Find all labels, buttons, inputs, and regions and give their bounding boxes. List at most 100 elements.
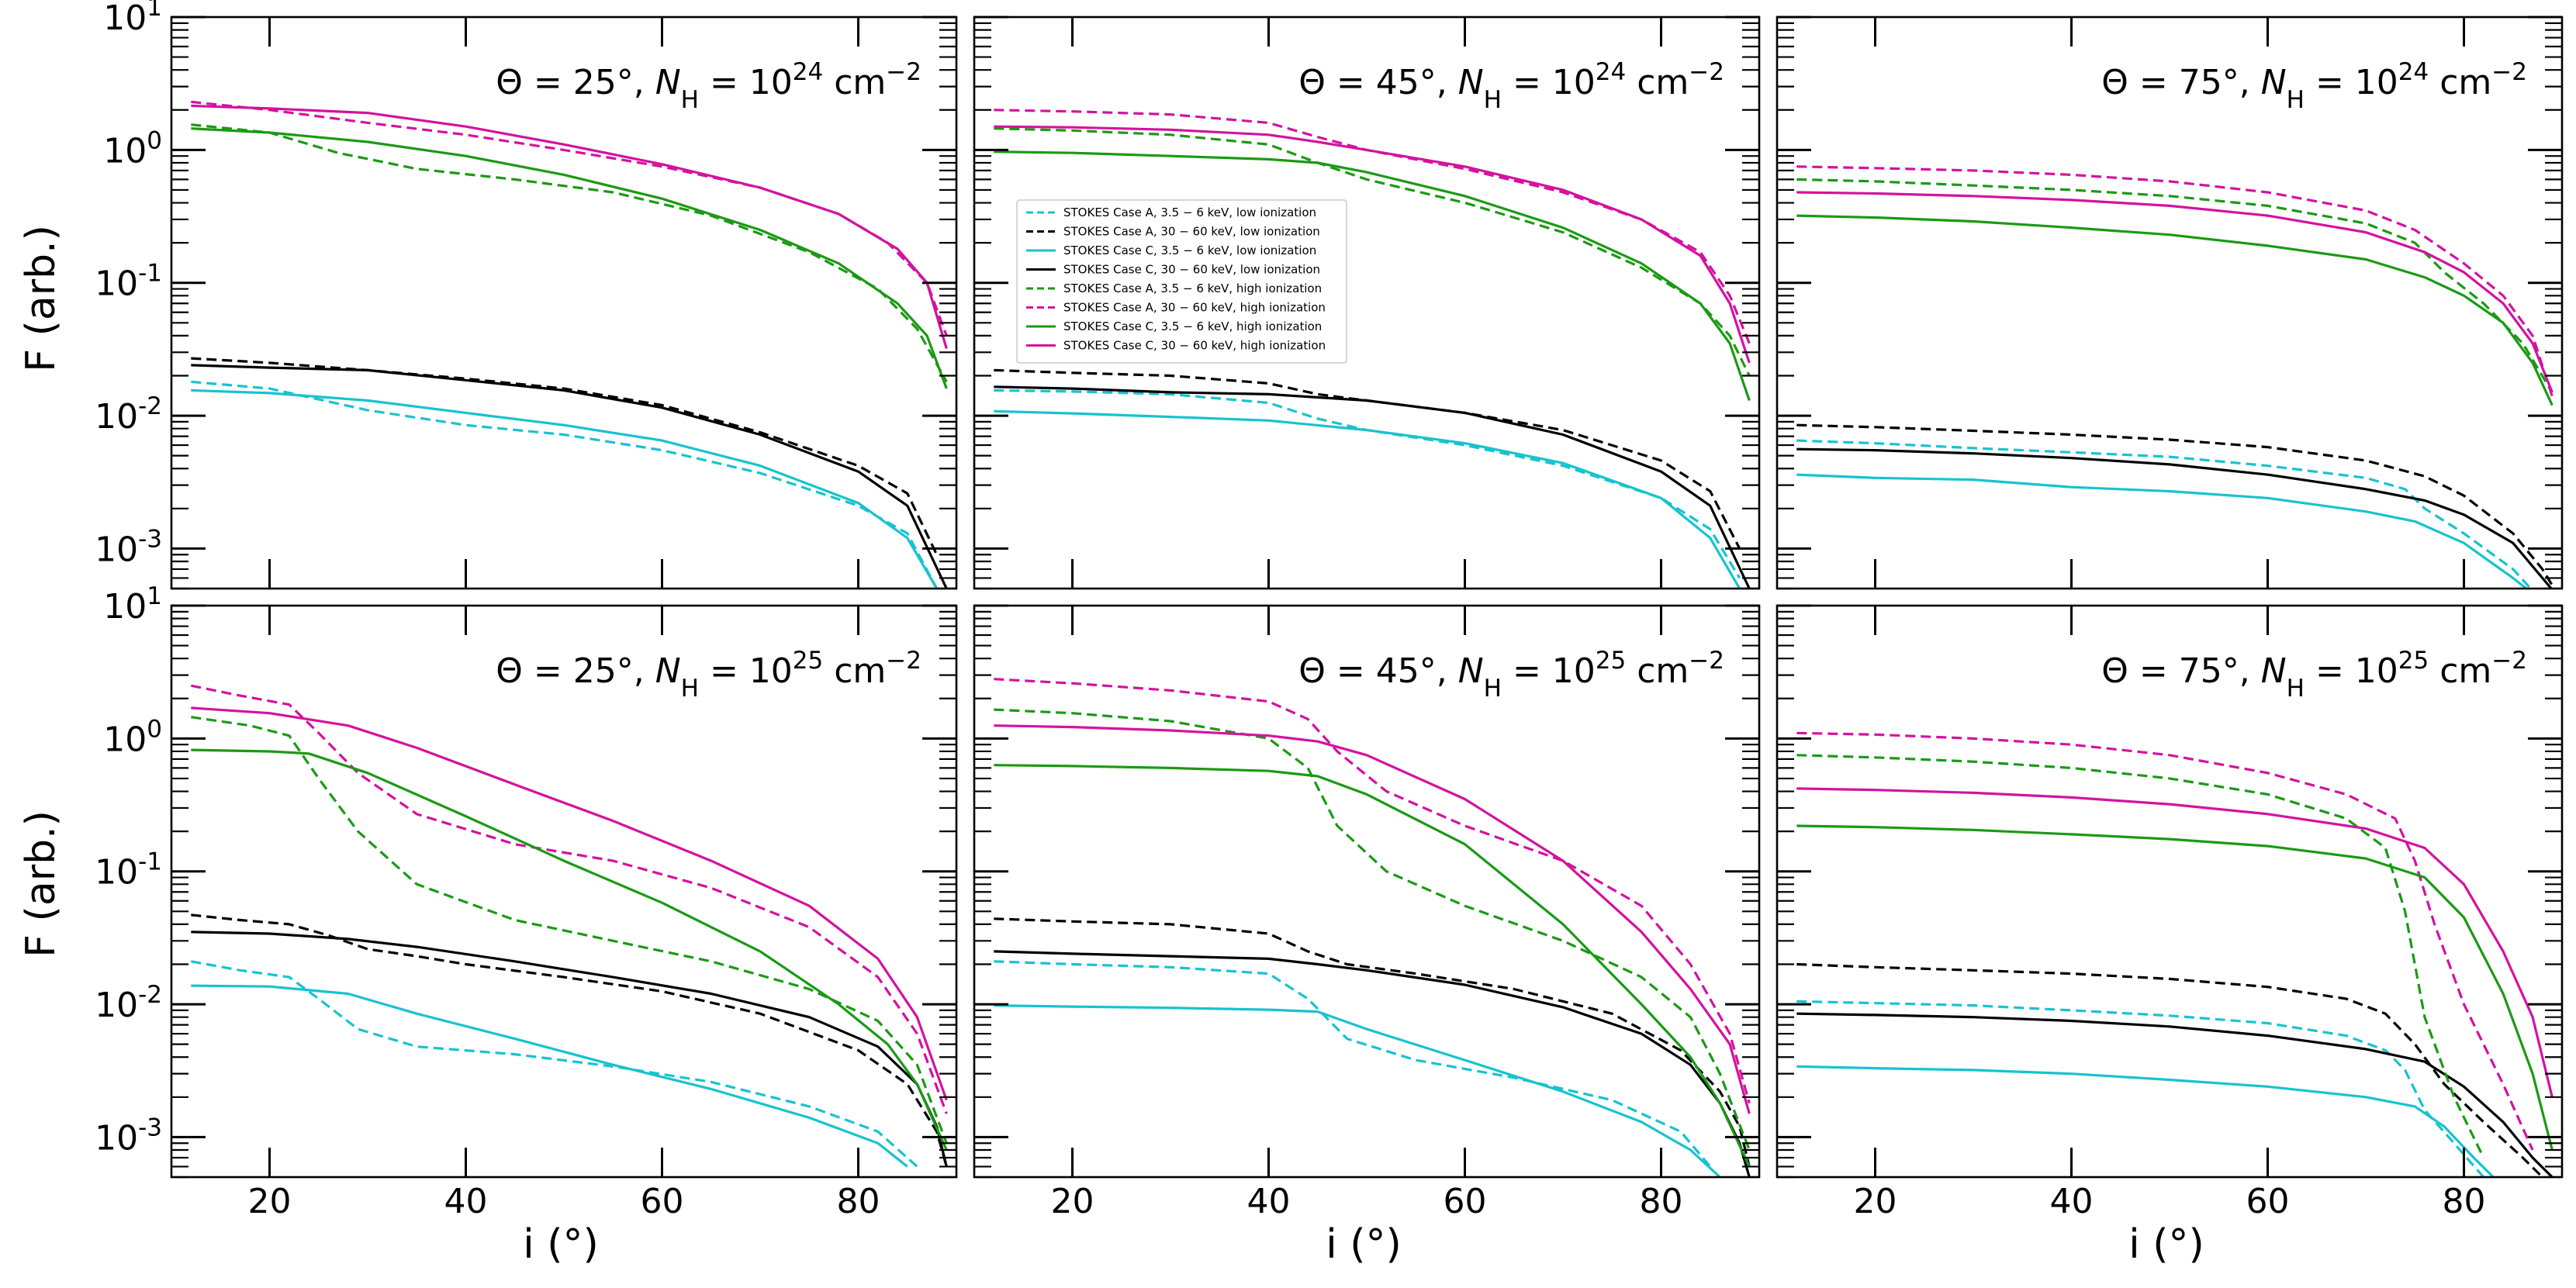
y-tick-label-base: 10: [103, 587, 147, 627]
panel-title: Θ = 45°, NH = 1025 cm−2: [1298, 647, 1724, 703]
title-unit-exp: −2: [2491, 647, 2527, 675]
panel-title: Θ = 75°, NH = 1024 cm−2: [2101, 58, 2527, 114]
panel-frame: [973, 604, 1761, 1179]
panel-frame: [170, 16, 958, 590]
series-line-2: [994, 917, 1751, 1167]
title-unit: cm: [2429, 651, 2491, 691]
x-tick-label: 20: [1051, 1182, 1094, 1221]
y-tick-label-base: 10: [95, 1118, 138, 1158]
series-line-8: [191, 104, 948, 349]
y-axis-label-top: F (arb.): [18, 225, 64, 372]
panel-series: [1796, 165, 2556, 589]
y-tick-label-base: 10: [95, 530, 138, 569]
y-tick-label-base: 10: [95, 986, 138, 1025]
y-tick-label-exp: -3: [138, 1114, 162, 1141]
title-theta: Θ = 45°,: [1298, 63, 1457, 102]
title-nh-sub: H: [2287, 86, 2305, 114]
y-tick-label: 10-1: [95, 848, 162, 893]
y-axis-label-bottom: F (arb.): [18, 810, 64, 958]
series-line-1: [1796, 439, 2533, 589]
series-line-5: [1796, 754, 2485, 1159]
series-line-3: [1796, 1065, 2495, 1177]
series-line-8: [994, 724, 1751, 1114]
y-tick-label: 10-1: [95, 260, 162, 304]
title-nh-sub: H: [2287, 675, 2305, 703]
title-theta: Θ = 25°,: [496, 651, 655, 691]
x-tick-label: 80: [2443, 1182, 2486, 1221]
y-tick-label-exp: -2: [138, 392, 162, 420]
series-line-6: [1796, 731, 2534, 1151]
series-line-4: [1796, 1012, 2554, 1177]
panel-series: [1796, 731, 2554, 1177]
y-tick-label-exp: 0: [147, 715, 162, 743]
panel-title: Θ = 75°, NH = 1025 cm−2: [2101, 647, 2527, 703]
y-tick-label: 10-3: [95, 1114, 162, 1158]
title-exp: 24: [1596, 58, 1626, 86]
title-unit-exp: −2: [886, 647, 921, 675]
title-theta: Θ = 75°,: [2101, 651, 2260, 691]
title-nh: N: [2261, 651, 2287, 691]
title-eq: = 10: [1502, 63, 1596, 102]
series-line-3: [994, 1004, 1721, 1177]
title-unit-exp: −2: [2491, 58, 2527, 86]
title-theta: Θ = 75°,: [2101, 63, 2260, 102]
title-theta: Θ = 45°,: [1298, 651, 1457, 691]
title-unit-exp: −2: [1689, 58, 1724, 86]
title-exp: 25: [2398, 647, 2429, 675]
y-tick-label: 10-2: [95, 392, 162, 437]
series-line-4: [191, 364, 948, 589]
series-line-1: [191, 380, 939, 589]
title-unit: cm: [2429, 63, 2491, 102]
y-tick-label-exp: -3: [138, 525, 162, 553]
x-axis-label-3: i (°): [2128, 1221, 2204, 1268]
legend-label-3: STOKES Case C, 3.5 − 6 keV, low ionizati…: [1063, 243, 1316, 257]
series-line-7: [994, 764, 1751, 1168]
title-nh-sub: H: [1484, 675, 1502, 703]
legend-label-8: STOKES Case C, 30 − 60 keV, high ionizat…: [1063, 339, 1326, 353]
y-tick-label-base: 10: [95, 853, 138, 893]
title-eq: = 10: [699, 63, 793, 102]
x-tick-label: 40: [444, 1182, 488, 1221]
x-tick-label: 80: [1640, 1182, 1683, 1221]
series-line-4: [994, 950, 1751, 1177]
panel-series: [190, 684, 948, 1168]
x-tick-label: 60: [641, 1182, 684, 1221]
y-tick-label: 101: [103, 0, 162, 38]
title-exp: 24: [2398, 58, 2429, 86]
series-line-1: [191, 960, 918, 1168]
title-unit: cm: [1626, 651, 1689, 691]
panel-2: Θ = 45°, NH = 1024 cm−2: [973, 16, 1761, 590]
series-line-3: [191, 388, 939, 589]
title-unit-exp: −2: [886, 58, 921, 86]
series-line-1: [994, 388, 1741, 579]
series-line-2: [191, 913, 948, 1167]
panel-title: Θ = 45°, NH = 1024 cm−2: [1298, 58, 1724, 114]
series-line-2: [1796, 423, 2556, 589]
y-tick-label-exp: -1: [138, 848, 162, 876]
title-exp: 25: [793, 647, 823, 675]
title-nh: N: [655, 651, 681, 691]
x-tick-label: 60: [1444, 1182, 1487, 1221]
series-line-5: [994, 708, 1751, 1151]
y-tick-label-base: 10: [103, 131, 147, 171]
series-line-8: [1796, 191, 2554, 393]
title-eq: = 10: [2305, 63, 2398, 102]
series-line-3: [994, 409, 1741, 589]
x-axis-label-2: i (°): [1326, 1221, 1402, 1268]
title-nh: N: [1458, 63, 1484, 102]
y-tick-label-exp: 1: [147, 582, 162, 610]
y-tick-label-exp: -2: [138, 981, 162, 1009]
y-tick-label: 101: [103, 582, 162, 627]
legend-label-6: STOKES Case A, 30 − 60 keV, high ionizat…: [1063, 301, 1326, 315]
x-tick-label: 40: [2050, 1182, 2094, 1221]
y-tick-label-exp: 0: [147, 126, 162, 154]
panel-5: 20 40 60 80 Θ = 45°, NH = 1025 cm−2: [973, 604, 1761, 1221]
x-tick-label: 40: [1247, 1182, 1291, 1221]
legend-label-5: STOKES Case A, 3.5 − 6 keV, high ionizat…: [1063, 281, 1322, 295]
series-line-8: [191, 706, 948, 1101]
series-line-6: [1796, 165, 2554, 397]
title-nh-sub: H: [1484, 86, 1502, 114]
title-nh: N: [2261, 63, 2287, 102]
